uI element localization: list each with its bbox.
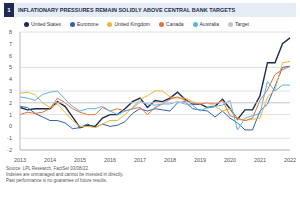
svg-text:2020: 2020 <box>224 157 236 162</box>
svg-text:-1: -1 <box>8 135 12 141</box>
svg-text:1: 1 <box>9 112 12 118</box>
svg-text:3: 3 <box>9 88 12 94</box>
svg-text:5: 5 <box>9 64 12 70</box>
svg-text:8: 8 <box>9 29 12 35</box>
svg-text:2021: 2021 <box>254 157 266 162</box>
svg-text:7: 7 <box>9 41 12 47</box>
html-text:United Kingdom: United Kingdom <box>114 21 150 27</box>
svg-text:2022: 2022 <box>284 157 292 162</box>
svg-text:2019: 2019 <box>194 157 206 162</box>
html-text:Canada: Canada <box>166 21 184 27</box>
svg-text:2013: 2013 <box>14 157 26 162</box>
svg-text:-2: -2 <box>8 147 12 153</box>
html-text:Eurozone: Eurozone <box>77 21 99 27</box>
svg-text:2017: 2017 <box>134 157 146 162</box>
svg-text:2015: 2015 <box>74 157 86 162</box>
svg-text:2018: 2018 <box>164 157 176 162</box>
html-text:United States: United States <box>31 21 61 27</box>
html-text:Past performance is no guarant: Past performance is no guarantee of futu… <box>6 178 108 183</box>
html-text:1: 1 <box>7 7 11 13</box>
svg-text:6: 6 <box>9 53 12 59</box>
html-text:Source: LPL Research, FactSet: Source: LPL Research, FactSet 03/08/22 <box>6 166 88 171</box>
svg-text:4: 4 <box>9 76 12 82</box>
svg-text:2016: 2016 <box>104 157 116 162</box>
html-text:INFLATIONARY PRESSURES REMAIN: INFLATIONARY PRESSURES REMAIN SOLIDLY AB… <box>18 7 236 13</box>
svg-text:2014: 2014 <box>44 157 56 162</box>
svg-text:2: 2 <box>9 100 12 106</box>
html-text:Indexes are unmanaged and cann: Indexes are unmanaged and cannot be inve… <box>6 172 124 177</box>
html-text:Australia: Australia <box>199 21 219 27</box>
html-text:Target: Target <box>235 21 249 27</box>
svg-text:0: 0 <box>9 123 12 129</box>
